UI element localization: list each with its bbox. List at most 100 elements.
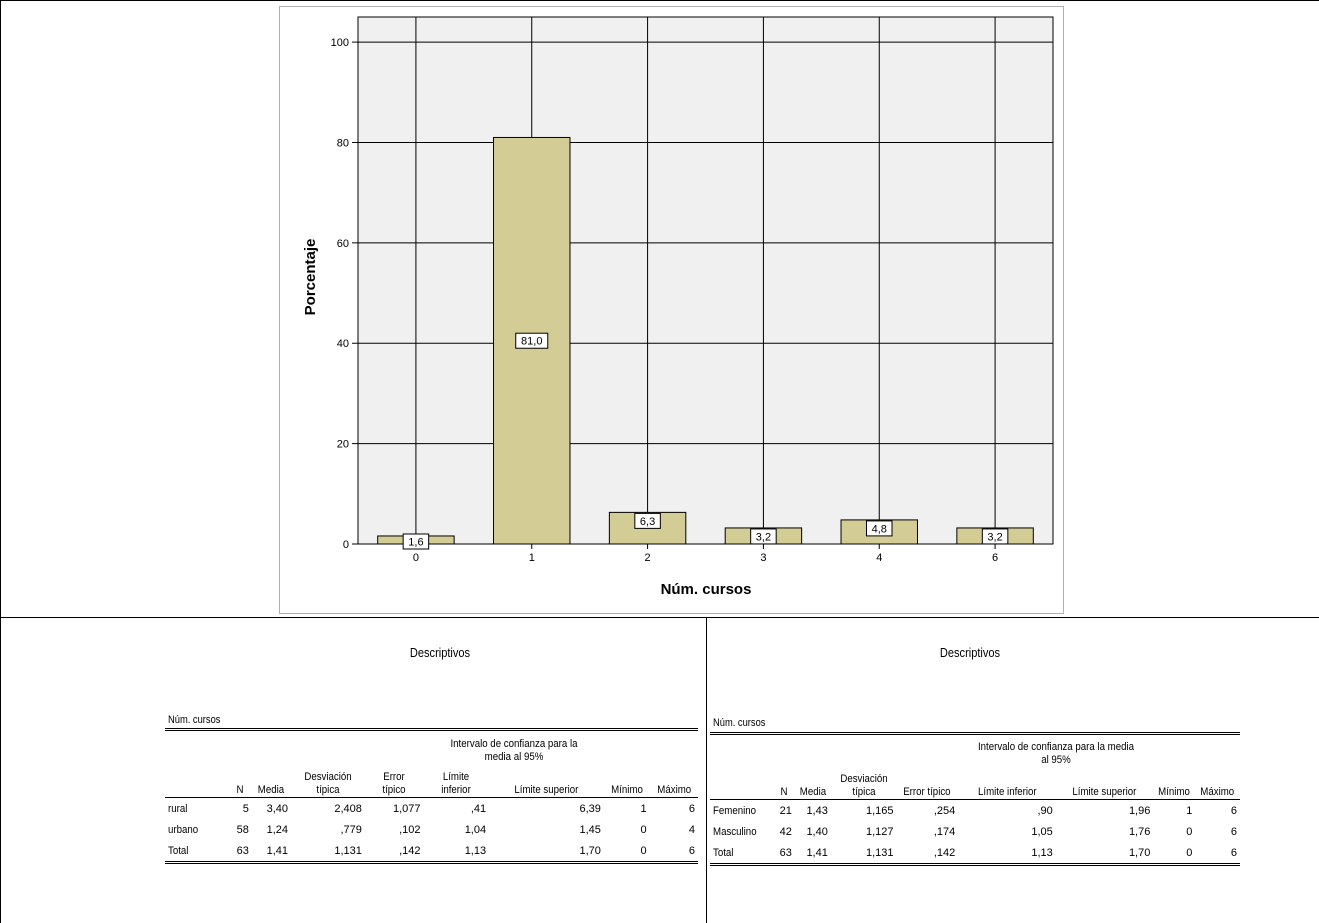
table-title-right: Descriptivos [939,645,1001,660]
table-cell: 1,41 [251,840,291,864]
col-header-text: Mínimo [610,784,643,796]
row-label: Femenino [710,800,773,822]
table-cell: 1,077 [393,802,421,815]
y-tick-label: 40 [337,338,349,350]
table-cell: 0 [603,840,650,864]
table-cell: 1,04 [464,823,487,836]
col-header-text: Desviación típica [304,771,352,796]
col-header: Límite superior [1055,773,1154,800]
table-row: Total 63 1,41 1,131,142 1,13 1,70 0 6 [710,842,1240,866]
col-header-text: Error típico [903,786,952,798]
table-cell: 5 [242,802,249,815]
col-header: Error típico [364,771,424,798]
table-row: Femenino 21 1,43 1,165 ,254 ,90 1,96 1 6 [710,800,1240,822]
x-tick-label: 0 [413,552,419,564]
x-tick-label: 3 [760,552,766,564]
col-header-text: Media [799,786,827,798]
table-cell: 6,39 [579,802,601,815]
table-cell: 63 [773,842,795,866]
row-label: Masculino [710,821,773,842]
table-cell: 4 [688,823,695,836]
row-label-text: Femenino [713,804,757,817]
col-header: N [773,773,795,800]
data-label-box [515,332,549,349]
table-border-split [706,617,707,923]
table-cell: 2,408 [334,802,362,815]
data-label-box [750,528,777,545]
col-header-text: Mínimo [1158,786,1191,798]
table-cell: 1 [640,802,647,815]
table-border-middle [0,617,1319,618]
col-header-text: Límite superior [1072,786,1137,798]
ci-header: Intervalo de confianza para la media al … [958,732,1154,773]
table-row: urbano 58 1,24 ,779 ,102 1,04 1,45 0 4 [165,819,698,840]
header-blank [710,732,774,773]
col-header: Media [794,773,831,800]
table-cell: ,90 [1037,804,1053,817]
row-label-text: urbano [168,823,199,836]
x-tick-label: 1 [529,552,535,564]
x-tick-label: 4 [876,552,882,564]
table-variable-left: Núm. cursos [168,714,221,726]
row-label: Total [165,840,228,864]
table-cell: ,142 [896,842,959,866]
header-blank [773,732,959,773]
bar-chart: 0 20 40 60 80 100 0 1 2 3 4 6 1,6 81,0 6,3 3,2 4,8 3,2 Po… [302,16,1054,598]
col-header-text: Máximo [1200,786,1235,798]
row-label: Total [710,842,774,866]
table-cell: 1,96 [1128,804,1151,817]
table-cell: 1,13 [423,840,490,864]
col-header: Media [251,771,291,798]
data-label: 4,8 [872,523,887,535]
col-header-text: Error típico [382,771,406,796]
table-title-left: Descriptivos [409,645,471,660]
data-label: 81,0 [521,336,542,348]
header-blank [603,728,698,771]
data-label-box [981,528,1009,545]
data-label: 3,2 [756,531,771,543]
table-cell: 1,131 [291,840,365,864]
plot-area: 0 20 40 60 80 100 0 1 2 3 4 6 1,6 81,0 6,3 3,2 4,8 3,2 [331,16,1054,564]
table-cell: 6 [1195,842,1240,866]
table-cell: 63 [228,840,252,864]
header-blank [710,773,774,800]
table-row: rural 5 3,40 2,408 1,077 ,41 6,39 1 6 [165,798,698,820]
table-cell: 1,24 [266,823,288,836]
table-cell: 1,127 [865,825,894,838]
col-header-text: N [780,786,788,798]
table-row: Total 63 1,41 1,131,142 1,13 1,70 0 6 [165,840,698,864]
col-header-text: N [236,784,244,796]
row-label-text: Total [713,846,734,859]
col-header: Mínimo [603,771,650,798]
y-axis-title: Porcentaje [302,239,319,316]
table-variable-right: Núm. cursos [713,717,766,729]
table-cell: 1,45 [579,823,601,836]
table-cell: 21 [779,804,792,817]
table-cell: 1,70 [489,840,604,864]
ci-header: Intervalo de confianza para la media al … [423,728,604,771]
table-cell: 1,40 [806,825,828,838]
table-cell: 0 [640,823,647,836]
table-cell: 0 [1153,842,1196,866]
table-cell: ,142 [364,840,424,864]
table-cell: ,41 [470,802,487,815]
table-cell: 1,05 [1031,825,1053,838]
table-body-left: rural 5 3,40 2,408 1,077 ,41 6,39 1 6 urbano 58 1,2… [165,798,698,864]
col-header: Máximo [1195,773,1240,800]
table-cell: 1,41 [794,842,831,866]
table-cell: ,174 [933,825,956,838]
col-header: Límite inferior [423,771,490,798]
data-label: 1,6 [408,537,423,549]
x-axis-title: Núm. cursos [661,581,752,598]
col-header-text: Media [258,784,285,796]
col-header-text: Desviación típica [839,773,888,798]
table-cell: 1 [1186,804,1193,817]
row-label-text: Masculino [713,825,757,838]
table-cell: ,254 [933,804,956,817]
data-label: 3,2 [987,531,1002,543]
table-cell: 1,131 [830,842,897,866]
table-cell: 0 [1186,825,1193,838]
row-label-text: rural [168,802,188,815]
ci-header-text: Intervalo de confianza para la media al … [977,741,1134,766]
col-header: Máximo [649,771,698,798]
